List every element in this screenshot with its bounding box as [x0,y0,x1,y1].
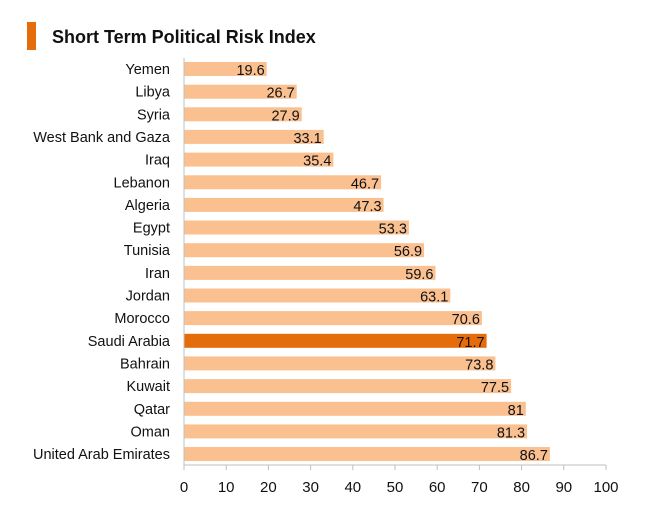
bar-egypt [184,220,409,235]
value-label: 81 [508,403,524,419]
bar-oman [184,424,528,439]
chart-title: Short Term Political Risk Index [52,27,316,47]
value-label: 46.7 [351,176,379,192]
x-tick-label: 10 [218,479,235,496]
value-label: 27.9 [271,108,299,124]
value-label: 33.1 [293,131,321,147]
bar-kuwait [184,379,512,394]
title-accent-marker [27,22,36,50]
category-label: Algeria [125,198,171,214]
bar-algeria [184,197,384,212]
bar-west-bank-and-gaza [184,129,324,144]
category-label: Iraq [145,153,170,169]
value-label: 71.7 [456,335,484,351]
x-tick-label: 0 [180,479,188,496]
value-label: 73.8 [465,357,493,373]
value-label: 59.6 [405,267,433,283]
x-tick-label: 60 [429,479,446,496]
value-label: 81.3 [497,425,525,441]
category-label: Jordan [126,289,170,305]
category-label: Oman [131,424,171,440]
category-label: Bahrain [120,356,170,372]
category-label: Kuwait [126,379,170,395]
bar-bahrain [184,356,496,371]
value-label: 77.5 [481,380,509,396]
category-label: Syria [137,107,171,123]
bar-united-arab-emirates [184,447,550,461]
category-label: Saudi Arabia [88,334,171,350]
bar-iraq [184,152,334,167]
category-label: Egypt [133,221,170,237]
value-label: 53.3 [379,222,407,238]
x-tick-label: 90 [555,479,572,496]
bar-tunisia [184,243,425,258]
x-tick-label: 70 [471,479,488,496]
category-label: Yemen [125,62,170,78]
value-label: 35.4 [303,154,331,170]
bar-syria [184,107,302,122]
value-label: 63.1 [420,290,448,306]
value-label: 70.6 [452,312,480,328]
x-tick-label: 100 [593,479,618,496]
value-label: 56.9 [394,244,422,260]
bar-lebanon [184,175,382,190]
bar-morocco [184,311,482,326]
category-label: Libya [135,85,171,101]
bar-libya [184,84,297,99]
bar-jordan [184,288,451,303]
category-label: Morocco [114,311,170,327]
x-tick-label: 80 [513,479,530,496]
value-label: 47.3 [353,199,381,215]
category-label: Tunisia [124,243,171,259]
bar-yemen [184,62,267,76]
category-label: United Arab Emirates [33,447,170,463]
value-label: 19.6 [236,63,264,79]
x-tick-label: 50 [387,479,404,496]
category-label: Lebanon [114,175,170,191]
bar-iran [184,265,436,280]
category-label: Qatar [134,402,170,418]
x-tick-label: 30 [302,479,319,496]
value-label: 86.7 [520,448,548,464]
x-tick-label: 40 [344,479,361,496]
category-label: West Bank and Gaza [33,130,171,146]
value-label: 26.7 [266,86,294,102]
x-tick-label: 20 [260,479,277,496]
bar-saudi-arabia [184,333,487,348]
bar-qatar [184,401,526,416]
category-label: Iran [145,266,170,282]
